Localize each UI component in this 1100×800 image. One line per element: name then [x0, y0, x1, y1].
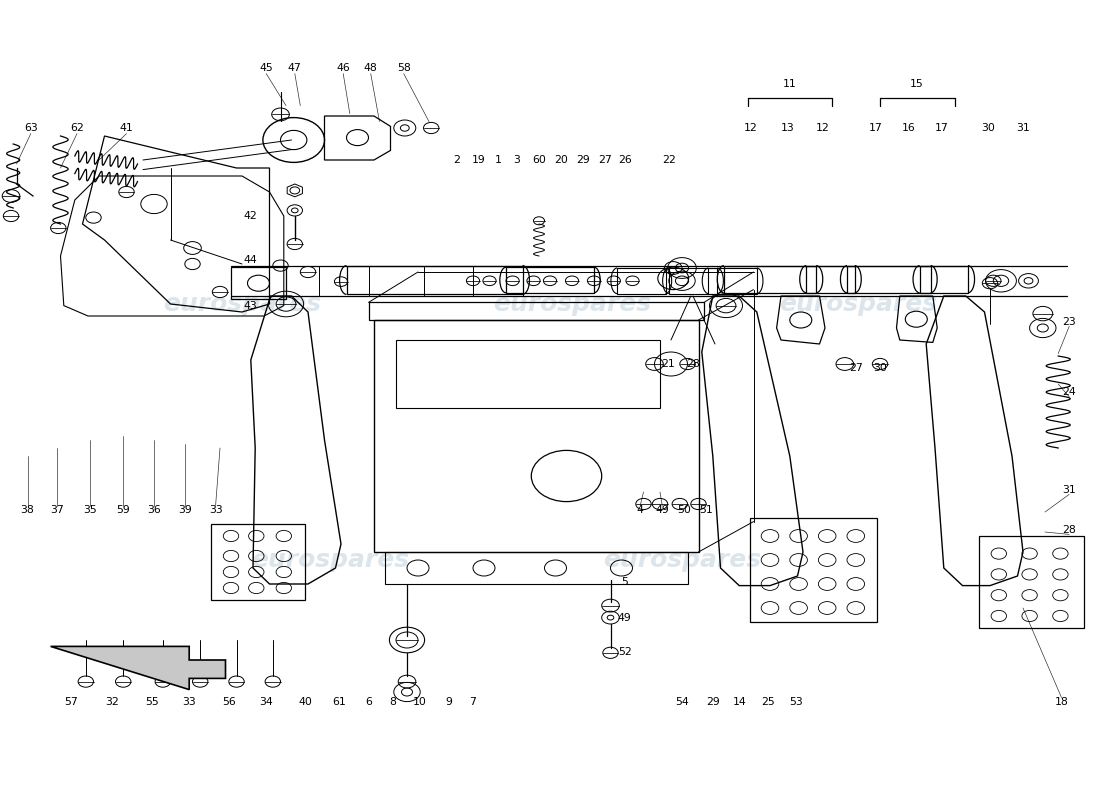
Text: 6: 6 — [365, 698, 372, 707]
Bar — [374, 320, 698, 552]
Bar — [920, 266, 968, 293]
Text: 43: 43 — [244, 301, 257, 310]
Text: 22: 22 — [662, 155, 675, 165]
Text: 60: 60 — [532, 155, 546, 165]
Text: 58: 58 — [397, 63, 410, 73]
Text: 27: 27 — [598, 155, 612, 165]
Text: 33: 33 — [183, 698, 196, 707]
Text: 37: 37 — [51, 506, 64, 515]
Text: 61: 61 — [332, 698, 345, 707]
Text: 2: 2 — [453, 155, 460, 165]
Text: 12: 12 — [816, 123, 829, 133]
Bar — [806, 266, 855, 293]
Text: 15: 15 — [910, 79, 923, 89]
Text: 33: 33 — [209, 506, 222, 515]
Text: 31: 31 — [1016, 123, 1030, 133]
Text: 21: 21 — [661, 359, 674, 369]
Text: 30: 30 — [981, 123, 994, 133]
Bar — [396, 340, 660, 408]
Text: 34: 34 — [260, 698, 273, 707]
Bar — [708, 268, 757, 294]
Bar — [617, 268, 666, 294]
Text: 30: 30 — [873, 363, 887, 373]
Text: 9: 9 — [446, 698, 452, 707]
Text: 42: 42 — [244, 211, 257, 221]
Bar — [506, 267, 594, 293]
Text: eurospares: eurospares — [251, 548, 409, 572]
Text: 35: 35 — [84, 506, 97, 515]
Text: 52: 52 — [618, 647, 631, 657]
Text: 18: 18 — [1055, 698, 1068, 707]
Text: 49: 49 — [656, 506, 669, 515]
Text: 41: 41 — [120, 123, 133, 133]
Text: 12: 12 — [744, 123, 757, 133]
Bar — [847, 266, 931, 293]
Polygon shape — [51, 646, 225, 690]
Text: 13: 13 — [781, 123, 794, 133]
Text: 32: 32 — [106, 698, 119, 707]
Text: 56: 56 — [222, 698, 235, 707]
Bar — [750, 518, 877, 622]
Bar — [368, 302, 704, 320]
Text: 20: 20 — [554, 155, 568, 165]
Text: 5: 5 — [621, 578, 628, 587]
Text: 27: 27 — [849, 363, 862, 373]
Text: 59: 59 — [117, 506, 130, 515]
Text: 47: 47 — [288, 63, 301, 73]
Text: 4: 4 — [637, 506, 644, 515]
Text: 11: 11 — [783, 79, 796, 89]
Text: eurospares: eurospares — [163, 292, 321, 316]
Text: 28: 28 — [1063, 525, 1076, 534]
Text: 45: 45 — [260, 63, 273, 73]
Text: 10: 10 — [414, 698, 427, 707]
Text: 51: 51 — [700, 506, 713, 515]
Text: 7: 7 — [470, 698, 476, 707]
Text: 36: 36 — [147, 506, 161, 515]
Text: 28: 28 — [686, 359, 700, 369]
Bar — [211, 524, 305, 600]
Bar — [231, 267, 286, 299]
Text: 29: 29 — [706, 698, 719, 707]
Text: 54: 54 — [675, 698, 689, 707]
Text: 57: 57 — [65, 698, 78, 707]
Text: 23: 23 — [1063, 317, 1076, 326]
Bar — [669, 268, 717, 294]
Text: eurospares: eurospares — [603, 548, 761, 572]
Text: eurospares: eurospares — [493, 292, 651, 316]
Text: 1: 1 — [495, 155, 502, 165]
Bar — [979, 536, 1084, 628]
Text: 48: 48 — [364, 63, 377, 73]
Text: eurospares: eurospares — [779, 292, 937, 316]
Text: 49: 49 — [618, 613, 631, 622]
Text: 55: 55 — [145, 698, 158, 707]
Text: 25: 25 — [761, 698, 774, 707]
Text: 3: 3 — [514, 155, 520, 165]
Text: 29: 29 — [576, 155, 590, 165]
Text: 46: 46 — [337, 63, 350, 73]
Text: 24: 24 — [1063, 387, 1076, 397]
Text: 40: 40 — [299, 698, 312, 707]
Text: 26: 26 — [618, 155, 631, 165]
Text: 17: 17 — [935, 123, 948, 133]
Text: 63: 63 — [24, 123, 37, 133]
Text: 31: 31 — [1063, 485, 1076, 494]
Text: 8: 8 — [389, 698, 396, 707]
Text: 50: 50 — [678, 506, 691, 515]
Text: 44: 44 — [244, 255, 257, 265]
Text: 53: 53 — [790, 698, 803, 707]
Bar — [724, 266, 816, 293]
Bar — [385, 552, 688, 584]
Bar — [346, 266, 522, 294]
Text: 38: 38 — [21, 506, 34, 515]
Text: 17: 17 — [869, 123, 882, 133]
Text: 39: 39 — [178, 506, 191, 515]
Text: 62: 62 — [70, 123, 84, 133]
Text: 14: 14 — [733, 698, 746, 707]
Text: 16: 16 — [902, 123, 915, 133]
Text: 19: 19 — [472, 155, 485, 165]
